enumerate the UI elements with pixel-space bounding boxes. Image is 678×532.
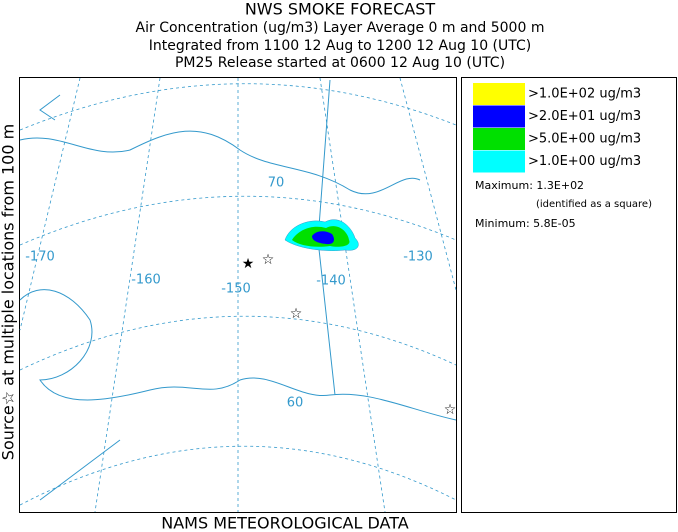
source-star: ☆ bbox=[444, 402, 457, 418]
maximum: Maximum: 1.3E+02 bbox=[475, 179, 584, 192]
graticule bbox=[19, 83, 457, 131]
legend-label: >1.0E+00 ug/m3 bbox=[528, 154, 641, 169]
legend-label: >2.0E+01 ug/m3 bbox=[528, 109, 641, 124]
header-line: Air Concentration (ug/m3) Layer Average … bbox=[136, 20, 545, 36]
map-label: -170 bbox=[25, 250, 55, 265]
graticule bbox=[94, 77, 161, 513]
graticule bbox=[19, 195, 457, 246]
map-label: -140 bbox=[316, 274, 346, 289]
legend-label: >5.0E+00 ug/m3 bbox=[528, 132, 641, 147]
legend: >1.0E+02 ug/m3 >2.0E+01 ug/m3 >5.0E+00 ug/… bbox=[473, 83, 641, 173]
header-line: PM25 Release started at 0600 12 Aug 10 (… bbox=[175, 55, 505, 71]
map-label: 60 bbox=[287, 396, 304, 411]
source-star: ☆ bbox=[262, 252, 275, 268]
legend-swatch bbox=[473, 83, 525, 105]
legend-swatch bbox=[473, 150, 525, 173]
plume-core bbox=[312, 231, 334, 245]
source-star: ☆ bbox=[290, 306, 303, 322]
legend-swatch bbox=[473, 105, 525, 128]
minimum: Minimum: 5.8E-05 bbox=[475, 217, 576, 230]
source-star: ★ bbox=[242, 256, 255, 272]
map-label: 70 bbox=[268, 176, 285, 191]
title: NWS SMOKE FORECAST bbox=[245, 0, 436, 19]
map: ★ ☆ ☆ ☆ -170 -160 -150 -140 -130 70 60 bbox=[19, 77, 457, 513]
legend-label: >1.0E+02 ug/m3 bbox=[528, 87, 641, 102]
map-label: -150 bbox=[221, 282, 251, 297]
legend-swatch bbox=[473, 128, 525, 150]
graticule bbox=[19, 445, 457, 506]
graticule bbox=[319, 77, 386, 513]
footer: NAMS METEOROLOGICAL DATA bbox=[161, 514, 409, 532]
map-label: -160 bbox=[131, 273, 161, 288]
graticule bbox=[19, 77, 81, 331]
graticule bbox=[399, 77, 457, 291]
side-label: Source☆ at multiple locations from 100 m bbox=[0, 124, 18, 460]
header-line: Integrated from 1100 12 Aug to 1200 12 A… bbox=[149, 38, 532, 54]
max-note: (identified as a square) bbox=[536, 199, 652, 210]
map-label: -130 bbox=[403, 250, 433, 265]
